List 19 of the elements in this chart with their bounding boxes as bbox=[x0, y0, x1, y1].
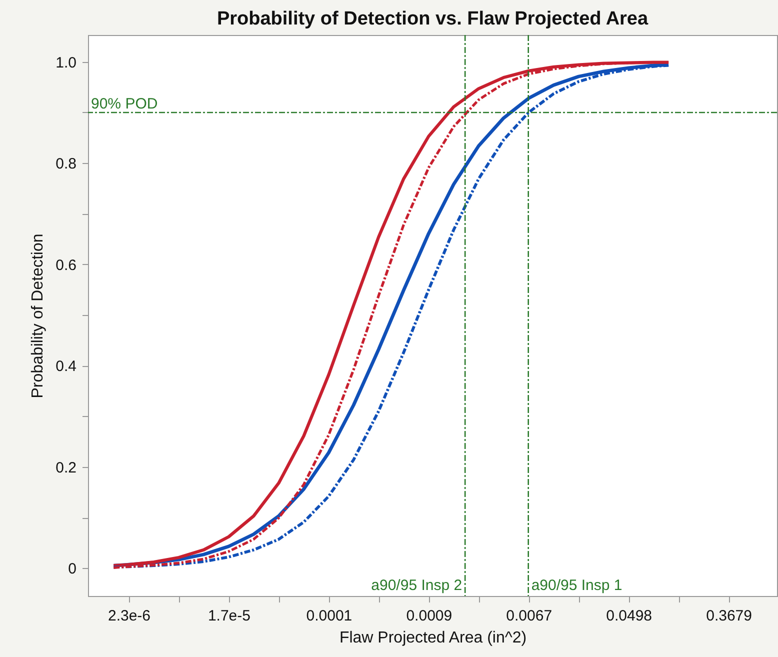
x-tick-label: 0.0009 bbox=[406, 608, 452, 624]
ref-line-label: a90/95 Insp 2 bbox=[371, 577, 462, 594]
y-tick-label: 1.0 bbox=[56, 54, 76, 72]
y-tick-label: 0 bbox=[68, 560, 76, 578]
ref-line-label: a90/95 Insp 1 bbox=[531, 577, 622, 594]
y-tick-label: 0.6 bbox=[56, 256, 76, 274]
y-tick-label: 0.8 bbox=[56, 156, 76, 173]
y-tick-label: 0.2 bbox=[56, 459, 76, 476]
x-tick-label: 0.0067 bbox=[506, 608, 552, 624]
chart-title: Probability of Detection vs. Flaw Projected Area bbox=[216, 8, 648, 30]
x-tick-label: 1.7e-5 bbox=[208, 608, 250, 624]
x-tick-label: 0.3679 bbox=[706, 608, 752, 624]
y-tick-label: 0.4 bbox=[56, 358, 76, 376]
x-tick-label: 2.3e-6 bbox=[108, 608, 151, 624]
x-tick-label: 0.0498 bbox=[606, 608, 652, 624]
ref-line-label: 90% POD bbox=[91, 95, 158, 112]
x-tick-label: 0.0001 bbox=[306, 608, 352, 624]
y-axis-title: Probability of Detection bbox=[30, 234, 47, 398]
x-axis-title: Flaw Projected Area (in^2) bbox=[339, 630, 527, 646]
